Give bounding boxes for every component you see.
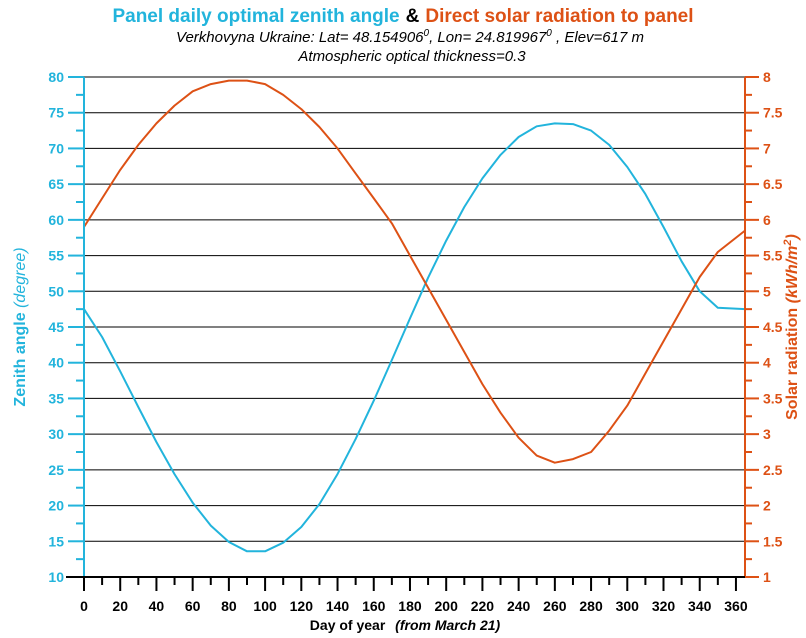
x-axis-label-note: (from March 21)	[395, 617, 500, 633]
y-right-tick-label: 6.5	[763, 176, 783, 192]
x-tick-label: 200	[435, 598, 459, 614]
chart-title: Panel daily optimal zenith angle & Direct …	[112, 6, 693, 27]
chart-subtitle-optical: Atmospheric optical thickness=0.3	[297, 48, 526, 65]
tick-labels: 10152025303540455055606570758011.522.533…	[48, 69, 782, 614]
zenith-angle-line	[83, 122, 746, 553]
y-right-tick-label: 4.5	[763, 319, 783, 335]
chart-subtitle-location: Verkhovyna Ukraine: Lat= 48.1549060, Lon…	[176, 28, 644, 46]
y-left-label-unit: (degree)	[12, 247, 29, 307]
y-right-tick-label: 8	[763, 69, 771, 85]
y-right-tick-label: 7.5	[763, 105, 783, 121]
grid-lines	[84, 76, 745, 542]
x-axis-label-main: Day of year	[310, 617, 386, 633]
x-tick-label: 260	[543, 598, 567, 614]
y-left-tick-label: 65	[48, 176, 64, 192]
subtitle-sup1: 0	[424, 28, 430, 39]
y-left-label-main: Zenith angle	[12, 312, 29, 406]
y-right-label-sup: 2	[782, 239, 794, 246]
axes	[66, 76, 759, 591]
y-left-label: Zenith angle (degree)	[12, 247, 29, 406]
y-left-tick-label: 15	[48, 533, 64, 549]
y-right-label-unit: (kWh/m	[784, 246, 801, 304]
y-right-label-close: )	[784, 234, 801, 241]
x-tick-label: 100	[253, 598, 277, 614]
y-right-tick-label: 2	[763, 498, 771, 514]
y-right-tick-label: 3.5	[763, 390, 783, 406]
y-left-tick-label: 50	[48, 283, 64, 299]
y-left-tick-label: 75	[48, 105, 64, 121]
x-tick-label: 320	[652, 598, 676, 614]
solar-radiation-line	[83, 79, 746, 464]
x-tick-label: 180	[398, 598, 422, 614]
x-tick-label: 280	[579, 598, 603, 614]
y-left-tick-label: 35	[48, 390, 64, 406]
x-tick-label: 360	[724, 598, 748, 614]
y-left-tick-label: 20	[48, 498, 64, 514]
title-part1: Panel daily optimal zenith angle	[112, 6, 399, 27]
y-left-tick-label: 60	[48, 212, 64, 228]
x-axis-label: Day of year (from March 21)	[310, 617, 501, 633]
y-right-tick-label: 2.5	[763, 462, 783, 478]
y-left-tick-label: 25	[48, 462, 64, 478]
subtitle-elev: , Elev=617 m	[552, 29, 644, 46]
y-right-tick-label: 5	[763, 283, 771, 299]
y-right-tick-label: 7	[763, 140, 771, 156]
y-left-tick-label: 55	[48, 248, 64, 264]
title-part2: Direct solar radiation to panel	[425, 6, 693, 27]
x-tick-label: 20	[112, 598, 128, 614]
x-tick-label: 40	[149, 598, 165, 614]
x-tick-label: 120	[290, 598, 314, 614]
subtitle-lon: , Lon= 24.819967	[429, 29, 547, 46]
y-left-tick-label: 45	[48, 319, 64, 335]
y-left-tick-label: 70	[48, 140, 64, 156]
y-right-tick-label: 1.5	[763, 533, 783, 549]
x-tick-label: 340	[688, 598, 712, 614]
title-amp: &	[406, 6, 420, 27]
y-right-label: Solar radiation (kWh/m2)	[782, 234, 801, 420]
y-right-tick-label: 4	[763, 355, 771, 371]
y-right-tick-label: 5.5	[763, 248, 783, 264]
y-right-tick-label: 1	[763, 569, 771, 585]
subtitle-sup2: 0	[546, 28, 552, 39]
x-tick-label: 240	[507, 598, 531, 614]
x-tick-label: 0	[80, 598, 88, 614]
series-lines	[83, 79, 746, 553]
y-left-tick-label: 40	[48, 355, 64, 371]
x-tick-label: 220	[471, 598, 495, 614]
y-right-tick-label: 3	[763, 426, 771, 442]
x-tick-label: 80	[221, 598, 237, 614]
x-tick-label: 60	[185, 598, 201, 614]
x-tick-label: 300	[616, 598, 640, 614]
y-right-label-main: Solar radiation	[784, 308, 801, 420]
y-left-tick-label: 80	[48, 69, 64, 85]
y-right-tick-label: 6	[763, 212, 771, 228]
y-left-tick-label: 10	[48, 569, 64, 585]
subtitle-lat: Verkhovyna Ukraine: Lat= 48.154906	[176, 29, 424, 46]
x-tick-label: 160	[362, 598, 386, 614]
x-tick-label: 140	[326, 598, 350, 614]
y-left-tick-label: 30	[48, 426, 64, 442]
